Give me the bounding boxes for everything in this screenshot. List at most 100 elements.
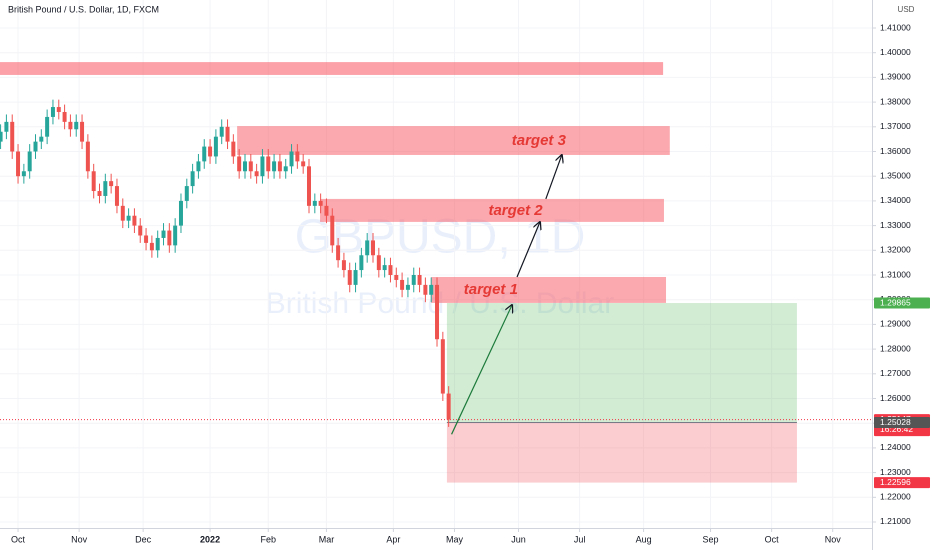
candle-body <box>91 171 96 192</box>
y-tick-label: 1.39000 <box>880 72 911 82</box>
y-tick-label: 1.29000 <box>880 319 911 329</box>
y-tick-label: 1.23000 <box>880 467 911 477</box>
x-tick-label: May <box>446 534 464 544</box>
y-tick-label: 1.33000 <box>880 220 911 230</box>
candle-body <box>0 131 3 142</box>
candle-body <box>173 225 178 246</box>
candle-body <box>74 121 79 130</box>
resistance-zone <box>237 126 670 155</box>
y-tick-label: 1.32000 <box>880 245 911 255</box>
candle-body <box>155 237 160 251</box>
candle-body <box>167 230 172 246</box>
candle-body <box>208 146 213 157</box>
candle-body <box>301 161 306 167</box>
candle-body <box>330 215 335 246</box>
y-tick-label: 1.21000 <box>880 516 911 526</box>
candle-body <box>103 181 108 196</box>
candle-body <box>4 121 9 132</box>
candle-body <box>16 151 21 177</box>
countdown-label: 16:26:42 <box>880 424 913 434</box>
x-tick-label: Feb <box>261 534 277 544</box>
y-tick-label: 1.26000 <box>880 393 911 403</box>
candle-body <box>411 275 416 285</box>
x-tick-label: Mar <box>319 534 335 544</box>
candle-body <box>178 200 183 226</box>
candle-body <box>382 265 387 271</box>
candle-body <box>266 156 271 172</box>
chart-title: British Pound / U.S. Dollar, 1D, FXCM <box>8 4 159 14</box>
candle-body <box>429 284 434 295</box>
candle-body <box>388 265 393 276</box>
candle-body <box>120 205 125 221</box>
loss-zone <box>446 422 797 483</box>
candle-body <box>109 181 114 187</box>
candle-body <box>80 121 85 142</box>
candle-body <box>126 215 131 221</box>
candle-body <box>289 151 294 167</box>
candle-body <box>114 186 119 206</box>
candle-body <box>225 126 230 142</box>
x-tick-label: Dec <box>135 534 152 544</box>
candle-body <box>202 146 207 162</box>
candle-body <box>277 161 282 172</box>
arrow <box>545 155 562 200</box>
candle-body <box>213 136 218 157</box>
candle-body <box>371 240 376 256</box>
price-marker-box <box>874 417 930 429</box>
candle-body <box>353 270 358 285</box>
candle-body <box>248 161 253 172</box>
candle-body <box>435 284 440 340</box>
candle-body <box>423 284 428 295</box>
candle-body <box>144 235 149 243</box>
x-tick-label: Nov <box>71 534 88 544</box>
candle-body <box>27 151 32 172</box>
candle-body <box>336 245 341 261</box>
candle-body <box>10 121 15 152</box>
candle-body <box>50 107 55 117</box>
candle-body <box>237 156 242 172</box>
x-tick-label: Aug <box>636 534 652 544</box>
candle-body <box>184 186 189 201</box>
arrow <box>451 305 513 435</box>
candle-body <box>312 200 317 206</box>
y-tick-label: 1.28000 <box>880 343 911 353</box>
candle-body <box>306 166 311 206</box>
resistance-zone <box>320 198 664 222</box>
y-tick-label: 1.27000 <box>880 368 911 378</box>
x-tick-label: Apr <box>386 534 400 544</box>
price-marker-box <box>874 297 930 309</box>
candle-body <box>254 171 259 177</box>
candle-body <box>260 156 265 177</box>
candle-body <box>231 141 236 157</box>
candle-body <box>242 161 247 172</box>
candle-body <box>440 339 445 394</box>
candle-body <box>149 242 154 251</box>
candle-body <box>56 107 61 112</box>
y-tick-label: 1.36000 <box>880 146 911 156</box>
target-label: target 1 <box>464 281 518 298</box>
candle-body <box>318 200 323 206</box>
candle-body <box>376 255 381 271</box>
candle-body <box>21 171 26 177</box>
candle-body <box>219 126 224 137</box>
candle-body <box>45 116 50 137</box>
y-tick-label: 1.37000 <box>880 121 911 131</box>
price-marker-box <box>874 477 930 489</box>
y-tick-label: 1.24000 <box>880 442 911 452</box>
x-tick-label: 2022 <box>200 534 220 544</box>
candle-body <box>190 171 195 187</box>
x-tick-label: Sep <box>703 534 719 544</box>
x-tick-label: Oct <box>765 534 780 544</box>
candle-body <box>324 205 329 216</box>
candle-body <box>68 121 73 130</box>
candle-body <box>417 275 422 285</box>
candle-body <box>347 270 352 285</box>
candle-body <box>283 166 288 172</box>
candle-body <box>405 284 410 290</box>
candle-body <box>400 279 405 290</box>
x-tick-label: Oct <box>11 534 26 544</box>
candle-body <box>33 141 38 152</box>
candle-body <box>341 260 346 271</box>
y-tick-label: 1.35000 <box>880 170 911 180</box>
